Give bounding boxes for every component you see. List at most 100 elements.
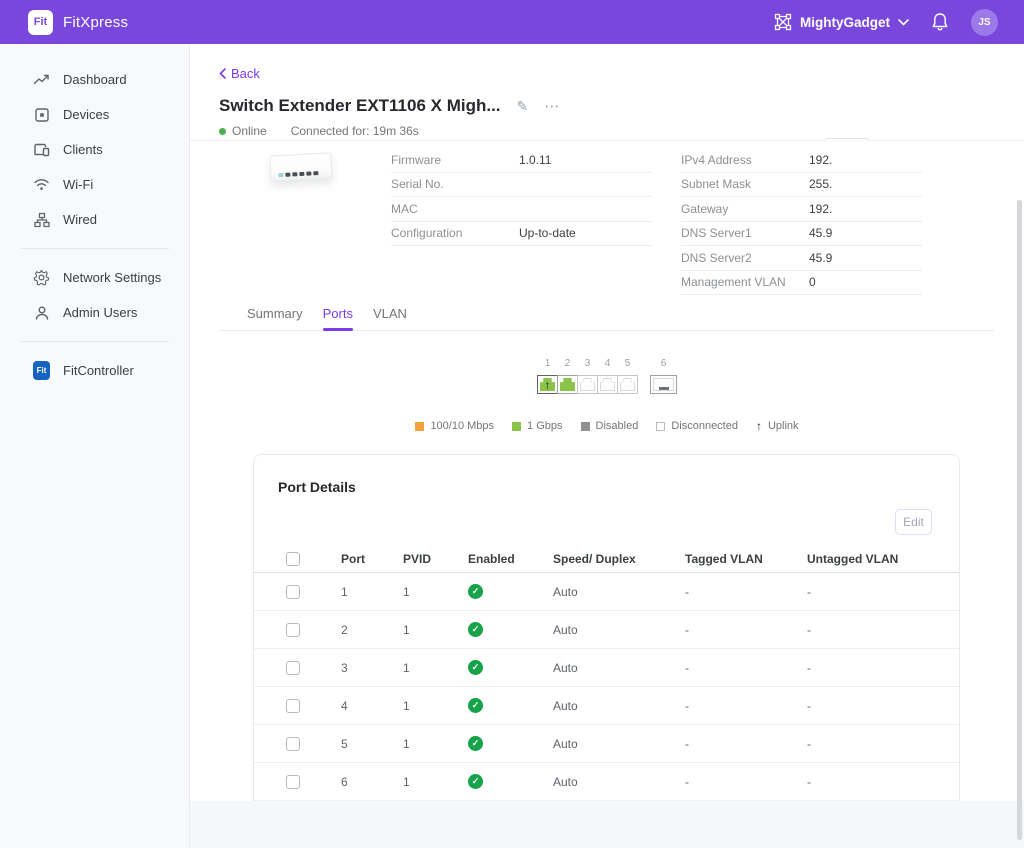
sidebar-item-label: Dashboard (63, 72, 127, 87)
row-checkbox[interactable] (286, 736, 300, 751)
sidebar-item-admin-users[interactable]: Admin Users (0, 295, 189, 330)
sidebar-item-clients[interactable]: Clients (0, 132, 189, 167)
table-row: 2 1 ✓ Auto - - (254, 611, 959, 649)
port-table: Port PVID Enabled Speed/ Duplex Tagged V… (254, 545, 959, 801)
diagram-port-6[interactable] (650, 375, 677, 394)
table-row: 6 1 ✓ Auto - - (254, 763, 959, 801)
row-checkbox[interactable] (286, 584, 300, 599)
port-legend: 100/10 Mbps 1 Gbps Disabled Disconnected… (190, 420, 1024, 432)
uplink-arrow-icon: ↑ (755, 419, 762, 433)
diagram-port-2[interactable] (557, 375, 578, 394)
connected-duration: Connected for: 19m 36s (290, 124, 419, 138)
green-swatch-icon (512, 421, 522, 431)
port-number: 5 (624, 358, 631, 369)
info-row-serial: Serial No. (391, 173, 651, 197)
tab-vlan[interactable]: VLAN (372, 306, 407, 321)
device-photo (269, 152, 333, 182)
notifications-bell-icon[interactable] (931, 12, 949, 32)
legend-disabled: Disabled (580, 420, 638, 432)
site-name: MightyGadget (800, 14, 890, 30)
port-number: 3 (584, 358, 591, 369)
enabled-check-icon: ✓ (468, 660, 483, 675)
legend-disconnected: Disconnected (656, 420, 738, 432)
main-content: Back Switch Extender EXT1106 X Migh... ✎… (190, 44, 1024, 848)
diagram-port-4[interactable] (597, 375, 618, 394)
chevron-left-icon (219, 68, 226, 79)
tab-bar: Summary Ports VLAN (219, 306, 994, 331)
chevron-down-icon (898, 18, 909, 26)
table-row: 3 1 ✓ Auto - - (254, 649, 959, 687)
user-avatar[interactable]: JS (971, 8, 998, 36)
page-header: Back Switch Extender EXT1106 X Migh... ✎… (190, 44, 1024, 141)
device-info-left-column: Firmware 1.0.11 Serial No. MAC Configura… (391, 148, 651, 295)
sidebar-item-network-settings[interactable]: Network Settings (0, 260, 189, 295)
site-switcher[interactable]: MightyGadget (774, 13, 909, 31)
top-bar: Fit FitXpress MightyGadget JS (0, 0, 1024, 44)
device-info-section: Firmware 1.0.11 Serial No. MAC Configura… (190, 148, 1024, 295)
enabled-check-icon: ✓ (468, 584, 483, 599)
sidebar-item-wifi[interactable]: Wi-Fi (0, 167, 189, 202)
row-checkbox[interactable] (286, 774, 300, 789)
edit-button[interactable]: Edit (895, 509, 932, 535)
table-row: 5 1 ✓ Auto - - (254, 725, 959, 763)
port-details-card: Port Details Edit Port PVID Enabled Spee… (253, 454, 960, 801)
tab-ports[interactable]: Ports (322, 306, 354, 331)
online-dot-icon (219, 127, 226, 135)
site-topology-icon (774, 13, 792, 31)
sidebar-item-wired[interactable]: Wired (0, 202, 189, 237)
enabled-check-icon: ✓ (468, 698, 483, 713)
brand[interactable]: Fit FitXpress (28, 9, 128, 35)
port-number: 2 (564, 358, 571, 369)
row-checkbox[interactable] (286, 698, 300, 713)
sidebar-item-fitcontroller[interactable]: Fit FitController (0, 353, 189, 388)
diagram-port-1-uplink[interactable]: ↑ (537, 375, 558, 394)
card-title: Port Details (278, 479, 356, 495)
enabled-check-icon: ✓ (468, 622, 483, 637)
select-all-checkbox[interactable] (286, 551, 300, 566)
row-checkbox[interactable] (286, 660, 300, 675)
back-button[interactable]: Back (219, 66, 260, 81)
sidebar-item-devices[interactable]: Devices (0, 97, 189, 132)
sidebar-item-dashboard[interactable]: Dashboard (0, 62, 189, 97)
fitcontroller-logo-icon: Fit (33, 361, 50, 380)
table-header-row: Port PVID Enabled Speed/ Duplex Tagged V… (254, 545, 959, 573)
outline-swatch-icon (656, 421, 666, 431)
info-row-mac: MAC (391, 197, 651, 222)
devices-icon (33, 106, 50, 123)
info-row-dns1: DNS Server1 45.9 (681, 222, 922, 246)
diagram-port-3[interactable] (577, 375, 598, 394)
fitxpress-logo-icon: Fit (28, 9, 53, 35)
info-row-configuration: Configuration Up-to-date (391, 222, 651, 246)
dashboard-icon (33, 71, 50, 88)
gear-icon (33, 269, 50, 286)
scrolled-cutoff-element (825, 138, 869, 141)
legend-1-gbps: 1 Gbps (512, 420, 563, 432)
enabled-check-icon: ✓ (468, 736, 483, 751)
diagram-port-5[interactable] (617, 375, 638, 394)
legend-100-10-mbps: 100/10 Mbps (415, 420, 494, 432)
wifi-icon (33, 176, 50, 193)
row-checkbox[interactable] (286, 622, 300, 637)
edit-title-pencil-icon[interactable]: ✎ (516, 97, 529, 114)
sidebar-item-label: Wi-Fi (63, 177, 94, 192)
device-info-right-column: IPv4 Address 192. Subnet Mask 255. Gatew… (681, 148, 922, 295)
sidebar-item-label: Wired (63, 212, 97, 227)
sidebar-item-label: Admin Users (63, 305, 138, 320)
port-diagram: 1 ↑ 2 3 4 5 (190, 358, 1024, 394)
wired-icon (33, 211, 50, 228)
sidebar-item-label: Network Settings (63, 270, 162, 285)
clients-icon (33, 141, 50, 158)
info-row-firmware: Firmware 1.0.11 (391, 148, 651, 173)
sidebar: Dashboard Devices Clients (0, 44, 190, 848)
gray-swatch-icon (580, 421, 590, 431)
sidebar-divider (20, 341, 169, 342)
port-number: 1 (544, 358, 551, 369)
sidebar-item-label: FitController (63, 363, 134, 378)
person-icon (33, 304, 50, 321)
info-row-dns2: DNS Server2 45.9 (681, 246, 922, 271)
tab-summary[interactable]: Summary (247, 306, 303, 321)
vertical-scrollbar[interactable] (1017, 200, 1022, 840)
orange-swatch-icon (415, 421, 425, 431)
port-number: 6 (660, 358, 667, 369)
more-options-icon[interactable]: ⋯ (544, 98, 562, 115)
